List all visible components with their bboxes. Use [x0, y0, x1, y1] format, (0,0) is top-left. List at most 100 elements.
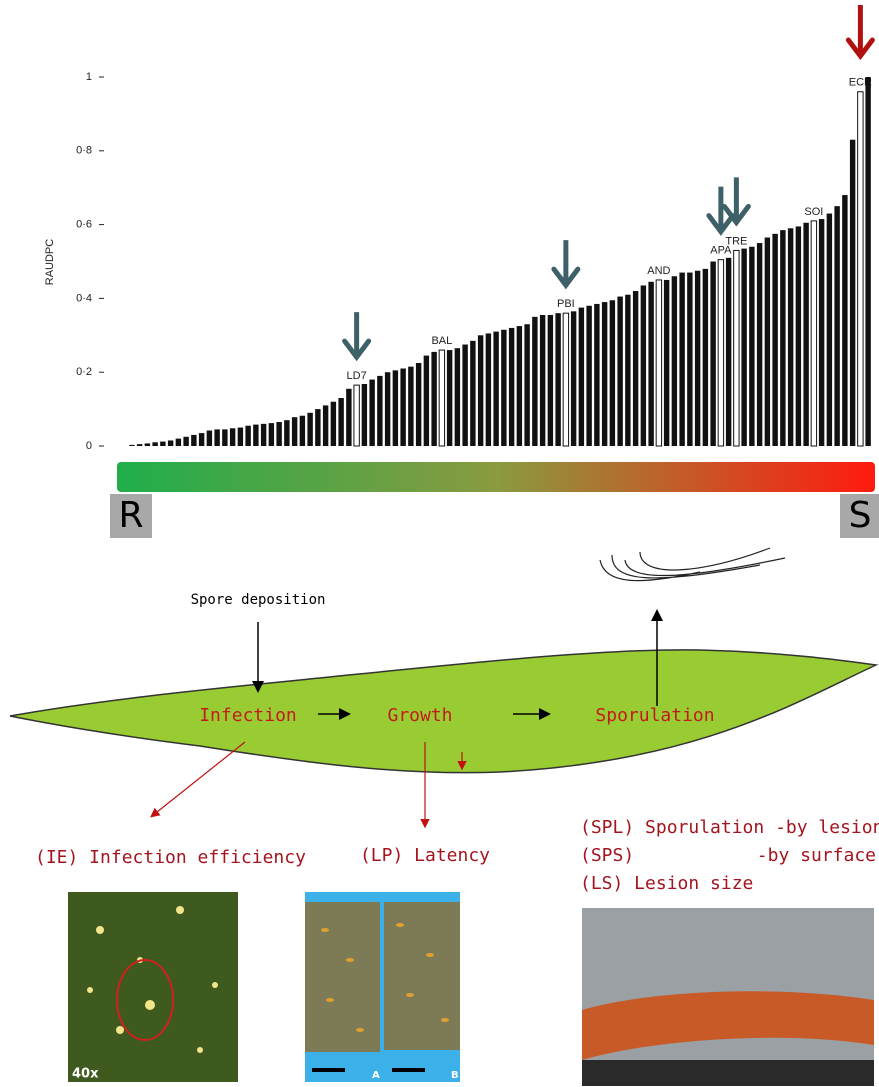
- bar: [322, 405, 329, 446]
- bar: [338, 398, 344, 446]
- bar: [206, 430, 213, 446]
- bar: [222, 429, 228, 446]
- bar: [555, 313, 561, 446]
- bar: [167, 440, 174, 446]
- bar: [865, 77, 871, 446]
- bar: [408, 366, 414, 446]
- bar: [175, 438, 182, 446]
- bar: [400, 368, 406, 446]
- y-tick-label: 0: [86, 440, 92, 452]
- bar: [640, 285, 647, 446]
- bar: [532, 316, 538, 446]
- trait: (SPS): [580, 845, 634, 866]
- bar: [377, 375, 383, 446]
- bar: [749, 246, 755, 446]
- bar: [609, 300, 616, 446]
- bar: [826, 213, 833, 446]
- y-tick-label: 0·4: [76, 292, 92, 304]
- y-tick-label: 0·6: [76, 219, 92, 231]
- bar: [392, 370, 399, 446]
- bar: [717, 259, 725, 447]
- y-axis-label: RAUDPC: [44, 239, 56, 286]
- resistant-box: [110, 494, 152, 538]
- photo-texture: [582, 1060, 874, 1086]
- bar: [795, 226, 802, 446]
- bar: [547, 315, 554, 446]
- bar: [276, 422, 282, 446]
- bar: [160, 441, 166, 446]
- bar: [857, 91, 864, 447]
- bar: [787, 228, 794, 446]
- photo-texture: [582, 991, 874, 1060]
- bar: [237, 427, 244, 446]
- bar: [384, 372, 391, 446]
- bar: [772, 233, 778, 446]
- bar: [183, 436, 189, 446]
- y-tick-label: 0·2: [76, 366, 92, 378]
- photo: [68, 892, 238, 1082]
- pointer-arrow-head: [551, 266, 581, 290]
- bar: [260, 423, 267, 446]
- bar: [245, 425, 251, 446]
- bar: [415, 362, 422, 446]
- bar: [361, 384, 368, 446]
- bar: [756, 243, 763, 446]
- bar-label: BAL: [431, 335, 452, 347]
- bar-label: APA: [710, 245, 732, 257]
- photo-label: 40x: [72, 1067, 99, 1082]
- bar: [625, 294, 631, 446]
- bar: [562, 312, 570, 447]
- bar: [253, 424, 259, 446]
- bar: [632, 291, 639, 446]
- bar: [485, 333, 492, 446]
- photo-texture: [321, 923, 449, 1032]
- leaf: [9, 649, 879, 774]
- bar: [144, 443, 151, 446]
- bar: [710, 261, 716, 446]
- pointer-arrow-head: [845, 37, 875, 61]
- bar: [446, 350, 453, 446]
- bar-label: PBI: [557, 298, 575, 310]
- bar: [741, 248, 747, 446]
- photo-panel: [305, 902, 380, 1052]
- bar: [493, 331, 499, 446]
- bar: [477, 335, 484, 446]
- stage: Growth: [387, 705, 452, 726]
- bar: [687, 272, 693, 446]
- trait: -by surface: [757, 845, 876, 866]
- trait: (IE) Infection efficiency: [35, 847, 306, 868]
- photo-label: A: [372, 1070, 380, 1081]
- bar: [780, 230, 786, 446]
- bar: [191, 434, 197, 446]
- photo-label: B: [451, 1070, 459, 1081]
- bar: [725, 257, 732, 446]
- bar: [803, 222, 809, 446]
- bar: [810, 220, 818, 447]
- bar: [369, 379, 375, 446]
- bar: [594, 303, 600, 446]
- bar: [152, 442, 158, 446]
- severity-scale: [117, 462, 875, 492]
- pointer-arrow-head: [342, 338, 372, 362]
- bar: [229, 428, 236, 446]
- susceptible-label: S: [849, 495, 872, 536]
- bar: [136, 444, 143, 446]
- arrow: [150, 741, 246, 818]
- bar: [733, 249, 740, 447]
- bar: [431, 351, 437, 446]
- bar: [601, 302, 608, 446]
- trait: (SPL) Sporulation -by lesion: [580, 817, 879, 838]
- bar: [198, 433, 205, 446]
- bar-label: AND: [647, 265, 670, 277]
- stage: Sporulation: [595, 705, 714, 726]
- resistant-label: R: [118, 495, 143, 536]
- bar: [842, 195, 848, 446]
- bar: [849, 139, 856, 447]
- bar: [462, 344, 468, 446]
- bar: [834, 206, 840, 446]
- bar: [501, 329, 507, 446]
- bar: [570, 311, 577, 446]
- bar: [299, 415, 306, 446]
- bar: [648, 281, 654, 446]
- photo-texture: [87, 906, 218, 1053]
